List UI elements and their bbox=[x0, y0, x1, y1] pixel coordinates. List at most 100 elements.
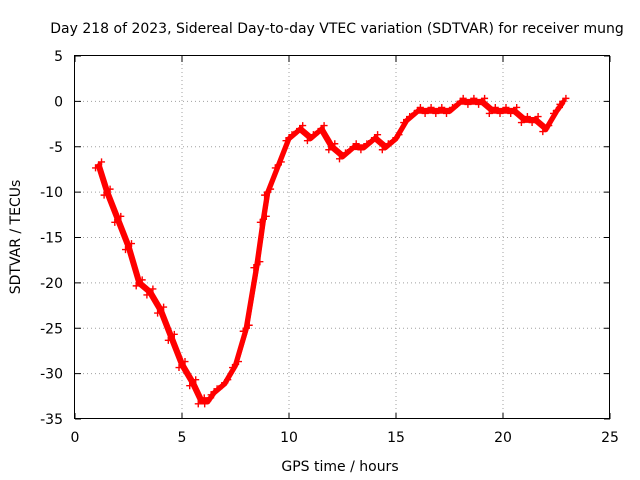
data-point-marker bbox=[98, 158, 106, 166]
data-point-marker bbox=[271, 164, 279, 172]
data-point-marker bbox=[443, 109, 450, 117]
data-point-marker bbox=[207, 391, 215, 399]
data-point-marker bbox=[534, 113, 542, 121]
data-point-marker bbox=[262, 212, 270, 220]
x-tick-label: 0 bbox=[71, 430, 80, 446]
data-point-marker bbox=[459, 94, 467, 102]
data-point-marker bbox=[363, 140, 371, 148]
data-point-marker bbox=[314, 128, 322, 136]
x-tick-label: 25 bbox=[601, 430, 619, 446]
y-tick-label: 5 bbox=[54, 49, 63, 65]
data-point-marker bbox=[485, 109, 493, 117]
data-point-marker bbox=[277, 158, 285, 166]
data-point-marker bbox=[175, 364, 183, 372]
data-point-marker bbox=[229, 364, 236, 372]
data-point-marker bbox=[507, 109, 515, 117]
data-point-marker bbox=[410, 109, 418, 117]
data-point-marker bbox=[154, 309, 162, 317]
data-point-marker bbox=[374, 131, 382, 139]
data-point-marker bbox=[194, 400, 202, 408]
data-point-marker bbox=[143, 291, 151, 299]
data-point-marker bbox=[293, 128, 301, 136]
data-point-marker bbox=[346, 146, 354, 154]
data-point-marker bbox=[427, 103, 435, 111]
data-point-marker bbox=[256, 258, 264, 266]
data-point-marker bbox=[92, 164, 100, 172]
data-point-marker bbox=[325, 146, 333, 154]
data-point-marker bbox=[201, 400, 209, 408]
data-point-marker bbox=[556, 100, 564, 108]
data-point-marker bbox=[453, 100, 461, 108]
y-tick-label: -5 bbox=[49, 140, 63, 156]
data-point-marker bbox=[470, 94, 478, 102]
data-point-marker bbox=[481, 94, 489, 102]
x-axis-label: GPS time / hours bbox=[281, 459, 398, 475]
data-point-marker bbox=[496, 109, 504, 117]
data-point-marker bbox=[111, 218, 119, 226]
data-point-marker bbox=[256, 218, 264, 226]
y-tick-label: -15 bbox=[40, 231, 63, 247]
data-point-marker bbox=[132, 282, 140, 290]
data-point-marker bbox=[502, 103, 510, 111]
data-point-marker bbox=[357, 146, 365, 154]
data-point-marker bbox=[288, 131, 296, 139]
data-point-marker bbox=[378, 146, 386, 154]
x-tick-label: 5 bbox=[178, 430, 187, 446]
data-point-marker bbox=[384, 140, 392, 148]
data-point-marker bbox=[517, 119, 525, 127]
data-point-marker bbox=[122, 246, 129, 254]
data-point-marker bbox=[186, 382, 194, 390]
data-point-marker bbox=[464, 100, 472, 108]
data-point-marker bbox=[213, 385, 221, 393]
data-point-marker bbox=[239, 327, 247, 335]
data-point-marker bbox=[336, 155, 343, 163]
data-layer bbox=[92, 94, 570, 408]
y-tick-label: -30 bbox=[40, 367, 63, 383]
x-tick-label: 15 bbox=[387, 430, 405, 446]
data-point-marker bbox=[562, 94, 570, 102]
data-point-marker bbox=[438, 103, 446, 111]
data-point-marker bbox=[539, 128, 547, 136]
data-point-marker bbox=[181, 358, 189, 366]
data-point-marker bbox=[149, 285, 157, 293]
data-point-marker bbox=[299, 122, 307, 130]
y-tick-label: -35 bbox=[40, 412, 63, 428]
y-tick-label: 0 bbox=[54, 94, 63, 110]
data-point-marker bbox=[523, 113, 531, 121]
data-point-marker bbox=[224, 376, 232, 384]
data-point-marker bbox=[267, 185, 275, 193]
data-point-marker bbox=[491, 103, 499, 111]
tick-layer: 0 5 10 15 20 25 5 0 -5 -10 -15 -20 -25 -30 -35 bbox=[40, 49, 619, 446]
y-axis-label: SDTVAR / TECUs bbox=[8, 180, 24, 295]
data-point-marker bbox=[368, 137, 376, 145]
data-point-marker bbox=[164, 336, 172, 344]
data-point-marker bbox=[475, 100, 483, 108]
data-point-marker bbox=[138, 276, 146, 284]
data-point-marker bbox=[170, 330, 178, 338]
plot-frame bbox=[74, 55, 610, 419]
data-point-marker bbox=[545, 122, 553, 130]
data-point-marker bbox=[395, 131, 403, 139]
data-point-marker bbox=[513, 103, 521, 111]
data-point-marker bbox=[235, 358, 242, 366]
data-point-marker bbox=[282, 137, 290, 145]
data-point-marker bbox=[106, 185, 114, 193]
data-point-marker bbox=[331, 140, 339, 148]
data-point-marker bbox=[303, 137, 311, 145]
data-point-marker bbox=[389, 137, 397, 145]
data-point-marker bbox=[449, 103, 456, 111]
grid-layer bbox=[75, 56, 610, 419]
data-point-marker bbox=[528, 119, 536, 127]
data-point-marker bbox=[406, 113, 414, 121]
data-point-marker bbox=[320, 122, 328, 130]
data-point-marker bbox=[421, 109, 429, 117]
data-point-marker bbox=[192, 376, 200, 384]
y-tick-label: -25 bbox=[40, 321, 63, 337]
data-point-marker bbox=[432, 109, 440, 117]
chart-title: Day 218 of 2023, Sidereal Day-to-day VTE… bbox=[50, 21, 624, 37]
x-tick-label: 20 bbox=[494, 430, 512, 446]
data-point-marker bbox=[160, 303, 168, 311]
data-point-marker bbox=[261, 191, 269, 199]
data-point-marker bbox=[416, 103, 424, 111]
